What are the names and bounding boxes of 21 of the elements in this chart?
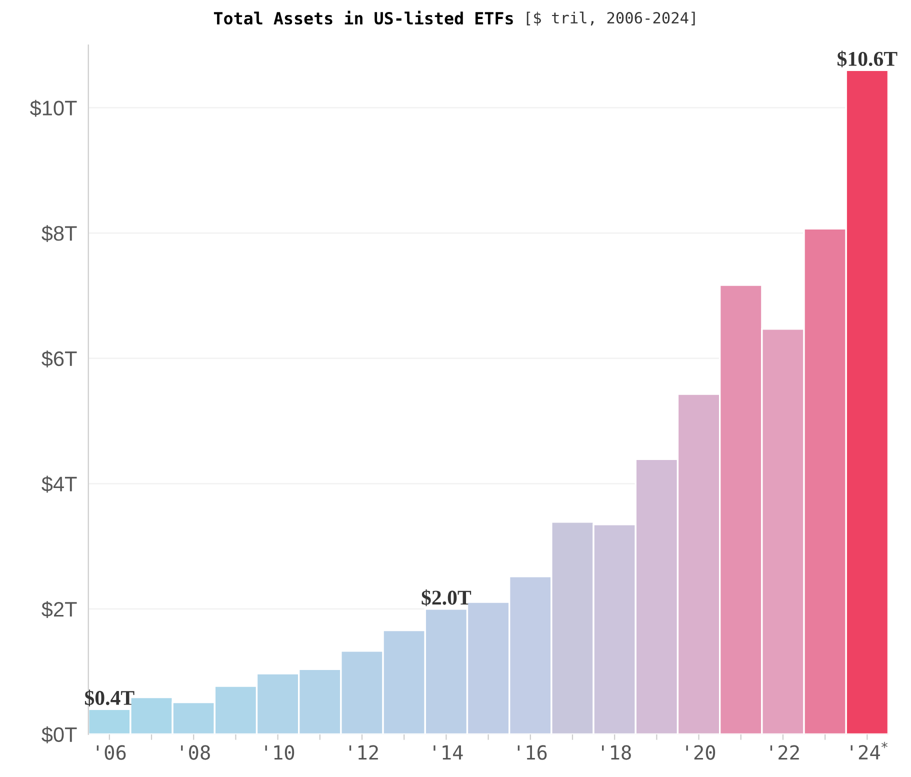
x-tick-label: '18 bbox=[602, 745, 631, 760]
x-tick-label: '20 bbox=[686, 745, 716, 760]
x-tick-label: '14 bbox=[434, 745, 463, 760]
x-tick-label: '12 bbox=[349, 745, 378, 760]
x-tick-label: '06 bbox=[96, 745, 126, 760]
x-tick-label: '10 bbox=[265, 745, 294, 760]
chart-title: Total Assets in US-listed ETFs bbox=[214, 10, 513, 25]
x-tick-label: '16 bbox=[518, 745, 547, 760]
y-tick-label: $0T bbox=[42, 726, 77, 744]
x-tick-label: '22 bbox=[770, 745, 799, 760]
y-tick-label: $4T bbox=[42, 476, 77, 493]
y-tick-label: $6T bbox=[42, 350, 77, 368]
x-tick-label: '24$^{*}$ bbox=[850, 742, 888, 760]
data-label: $2.0T bbox=[422, 589, 472, 606]
y-tick-label: $10T bbox=[30, 100, 77, 117]
y-tick-label: $8T bbox=[42, 225, 77, 242]
data-label: $0.4T bbox=[84, 690, 134, 706]
x-tick-label: '08 bbox=[181, 745, 210, 760]
chart-subtitle: [$ tril, 2006-2024] bbox=[526, 12, 695, 26]
y-tick-label: $2T bbox=[42, 601, 77, 618]
data-label: $10.6T bbox=[838, 50, 898, 68]
